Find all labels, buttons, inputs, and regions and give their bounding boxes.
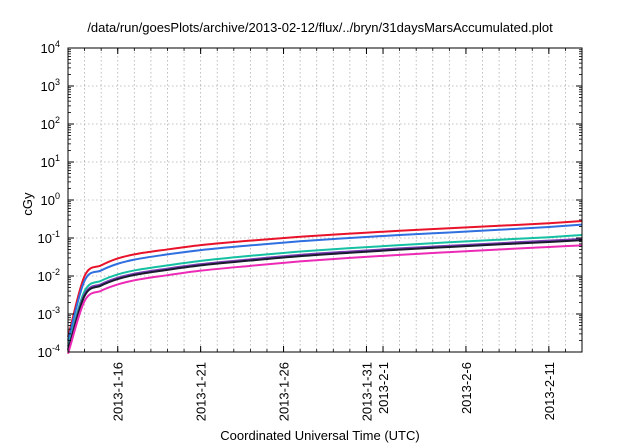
x-tick-label: 2013-1-16 — [111, 362, 126, 421]
x-tick-labels: 2013-1-16 2013-1-21 2013-1-26 2013-1-31 2013… — [111, 362, 557, 421]
grid-lines — [68, 48, 582, 352]
series-line-6 — [67, 244, 583, 355]
series-line-4 — [67, 237, 583, 350]
y-tick-label: 100 — [41, 191, 60, 208]
y-tick-label: 103 — [41, 77, 60, 94]
y-tick-labels: 10-4 10-3 10-2 10-1 100 101 102 103 104 — [38, 39, 60, 360]
tick-marks — [67, 47, 583, 353]
series-line-3 — [67, 233, 583, 347]
x-tick-label: 2013-1-31 — [359, 362, 374, 421]
x-tick-label: 2013-2-1 — [376, 362, 391, 414]
series-lines — [67, 220, 583, 355]
y-tick-label: 102 — [41, 115, 60, 132]
y-tick-label: 104 — [41, 39, 60, 56]
x-tick-label: 2013-1-21 — [194, 362, 209, 421]
chart-title: /data/run/goesPlots/archive/2013-02-12/f… — [87, 20, 553, 35]
x-axis-label: Coordinated Universal Time (UTC) — [220, 428, 420, 443]
y-tick-label: 10-2 — [38, 267, 60, 284]
series-line-2 — [67, 223, 583, 341]
x-tick-label: 2013-1-26 — [277, 362, 292, 421]
x-tick-label: 2013-2-6 — [459, 362, 474, 414]
series-line-5 — [67, 239, 583, 351]
y-tick-label: 10-4 — [38, 343, 60, 360]
y-tick-label: 10-3 — [38, 305, 60, 322]
x-tick-label: 2013-2-11 — [542, 362, 557, 420]
series-line-1 — [67, 220, 583, 338]
y-tick-label: 101 — [41, 153, 60, 170]
y-tick-label: 10-1 — [38, 229, 60, 246]
